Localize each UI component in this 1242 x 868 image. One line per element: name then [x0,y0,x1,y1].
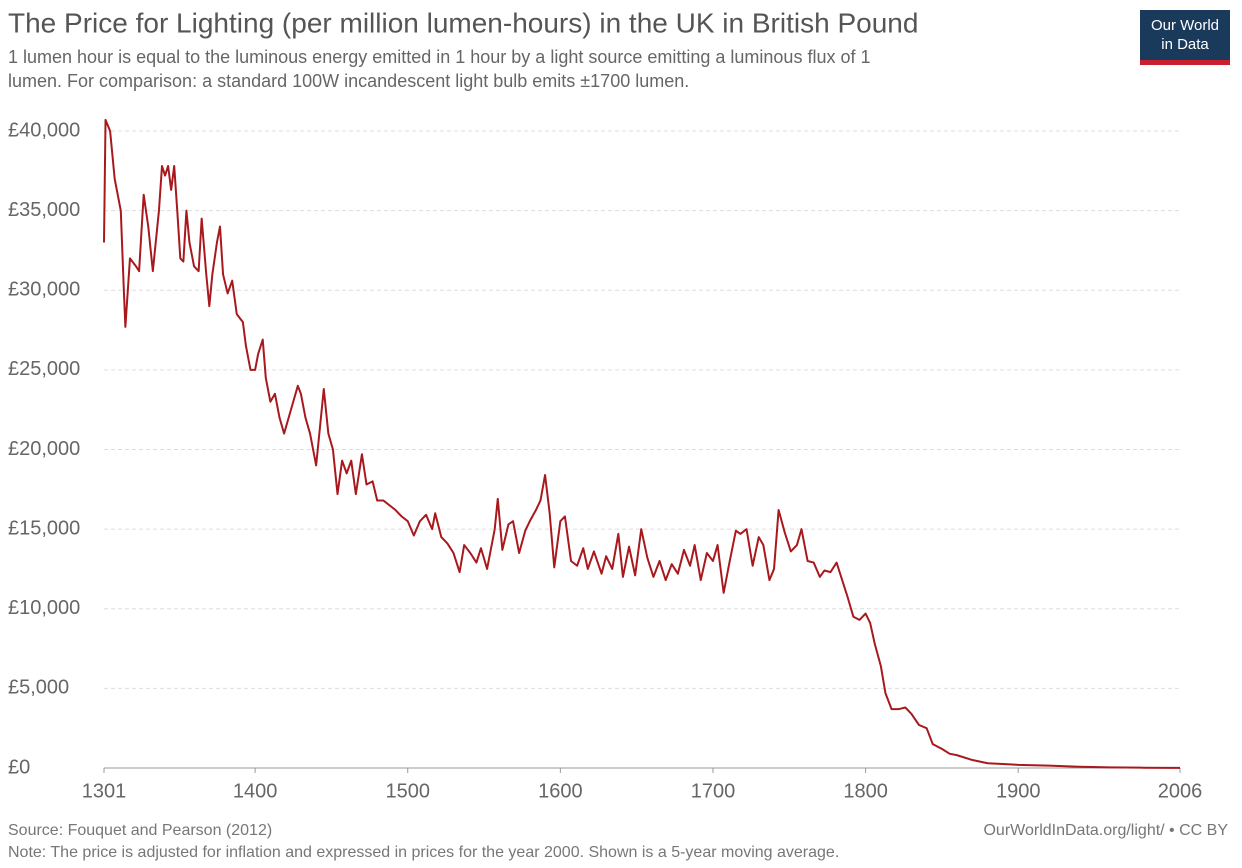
x-tick-label: 1700 [691,780,736,802]
logo-text: Our World [1151,17,1219,34]
y-tick-label: £15,000 [8,517,80,539]
logo: Our World in Data [1140,10,1230,65]
y-tick-label: £20,000 [8,438,80,460]
logo-box [1140,10,1230,65]
y-tick-label: £30,000 [8,279,80,301]
x-tick-label: 1600 [538,780,583,802]
data-line [103,118,1180,769]
y-tick-label: £5,000 [8,677,69,699]
subtitle: lumen. For comparison: a standard 100W i… [8,71,689,91]
chart-title: The Price for Lighting (per million lume… [8,7,918,38]
y-tick-label: £10,000 [8,597,80,619]
y-tick-label: £0 [8,756,30,778]
source: Source: Fouquet and Pearson (2012) [8,822,272,839]
logo-text: in Data [1161,36,1209,53]
x-tick-label: 1900 [996,780,1041,802]
subtitle: 1 lumen hour is equal to the luminous en… [8,47,870,67]
logo-bar [1140,60,1230,65]
url: OurWorldInData.org/light/ • CC BY [983,822,1228,839]
x-tick-label: 1400 [233,780,278,802]
x-tick-label: 1301 [82,780,127,802]
x-tick-label: 2006 [1158,780,1203,802]
x-tick-label: 1800 [843,780,888,802]
note: Note: The price is adjusted for inflatio… [8,844,839,861]
x-tick-label: 1500 [385,780,430,802]
y-tick-label: £40,000 [8,119,80,141]
y-tick-label: £35,000 [8,199,80,221]
y-tick-label: £25,000 [8,358,80,380]
